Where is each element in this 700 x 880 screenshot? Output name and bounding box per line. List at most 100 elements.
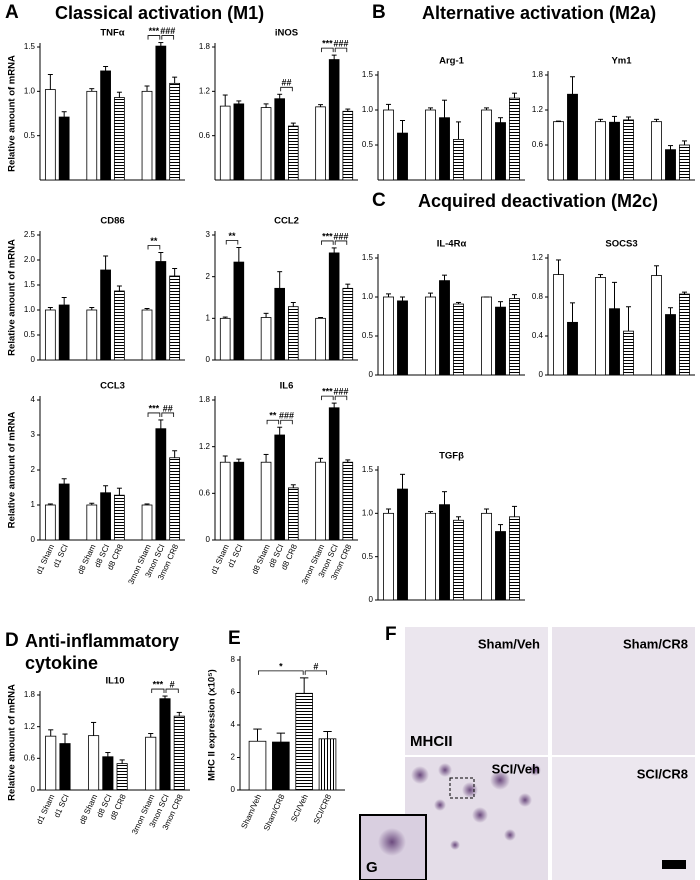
significance-label: *** <box>322 386 333 396</box>
chart-title: TNFα <box>100 28 124 39</box>
significance-label: * <box>279 661 283 671</box>
bar <box>509 97 520 181</box>
bar <box>453 303 464 376</box>
significance-bracket <box>225 240 239 245</box>
bar <box>481 296 492 376</box>
bar <box>425 109 436 181</box>
bar <box>173 715 185 791</box>
chart-title: SOCS3 <box>605 239 637 250</box>
significance-bracket <box>334 395 348 401</box>
y-tick-label: 1.2 <box>199 442 211 451</box>
bar <box>595 121 606 181</box>
y-tick-label: 1.2 <box>199 86 211 95</box>
y-tick-label: 8 <box>231 655 236 664</box>
bar <box>58 304 70 361</box>
y-tick-label: 0.5 <box>24 131 36 140</box>
micrograph <box>552 757 695 880</box>
bar <box>260 317 272 361</box>
significance-bracket <box>147 412 161 417</box>
y-tick-label: 0 <box>369 595 374 604</box>
zoom-box <box>449 777 475 799</box>
bar <box>288 306 299 361</box>
significance-label: ### <box>333 39 348 49</box>
y-tick-label: 2 <box>206 272 211 281</box>
chart-title: IL6 <box>280 381 294 392</box>
bar <box>342 110 354 181</box>
significance-bracket <box>321 47 334 53</box>
bar <box>86 504 98 541</box>
significance-bracket <box>151 688 165 694</box>
micrographs: Sham/Veh Sham/CR8 SCI/Veh SCI/CR8 MHCII … <box>359 627 695 880</box>
bar <box>288 487 299 541</box>
bar <box>567 93 578 181</box>
y-tick-label: 4 <box>231 720 236 729</box>
significance-label: *** <box>149 403 160 413</box>
y-tick-label: 0 <box>231 785 236 794</box>
y-tick-label: 1.2 <box>532 105 544 114</box>
bar <box>219 105 231 181</box>
significance-label: *** <box>153 679 164 689</box>
y-tick-label: 3 <box>206 230 211 239</box>
bar <box>651 275 662 376</box>
bar <box>274 434 285 541</box>
bar <box>425 296 436 376</box>
y-tick-label: 0 <box>31 355 36 364</box>
y-tick-label: 0 <box>539 370 544 379</box>
chart-title: CCL3 <box>100 381 125 392</box>
bar <box>567 321 578 376</box>
bar <box>342 461 354 541</box>
stain-blots <box>411 763 541 850</box>
bar <box>623 119 634 181</box>
x-tick-label: d8 Sham <box>78 793 100 826</box>
bar <box>100 492 111 541</box>
significance-bracket <box>161 35 175 40</box>
y-tick-label: 0 <box>369 370 374 379</box>
scale-bar <box>662 860 686 869</box>
significance-bracket <box>147 245 161 250</box>
bar <box>88 735 100 791</box>
bar <box>141 90 153 181</box>
panel-heading: Acquired deactivation (M2c) <box>418 191 659 211</box>
y-tick-label: 1.0 <box>24 305 36 314</box>
panel-heading: Classical activation (M1) <box>55 3 265 23</box>
panel-letter: D <box>5 630 19 651</box>
y-tick-label: 2.0 <box>24 255 36 264</box>
bar <box>453 519 464 601</box>
y-tick-label: 0 <box>31 535 36 544</box>
bar <box>383 296 394 376</box>
y-tick-label: 0.5 <box>24 330 36 339</box>
bar <box>141 504 153 541</box>
chart-title: iNOS <box>275 28 298 39</box>
y-tick-label: 0.6 <box>532 140 544 149</box>
y-tick-label: 0.8 <box>532 292 544 301</box>
bar <box>58 116 70 181</box>
bar <box>155 428 167 541</box>
bar <box>116 763 128 791</box>
chart-title: TGFβ <box>439 451 464 462</box>
chart-title: Ym1 <box>611 56 632 67</box>
bar <box>328 252 340 361</box>
y-tick-label: 1.5 <box>362 465 374 474</box>
significance-label: ** <box>269 411 277 421</box>
significance-bracket <box>161 412 175 417</box>
bar <box>274 98 285 181</box>
significance-label: ### <box>333 231 348 241</box>
y-tick-label: 1.5 <box>362 253 374 262</box>
significance-label: *** <box>149 26 160 36</box>
y-tick-label: 0 <box>31 785 36 794</box>
significance-label: ** <box>150 236 158 246</box>
y-axis-label: Relative amount of mRNA <box>7 239 18 356</box>
bar <box>233 261 245 361</box>
bar <box>86 309 98 361</box>
chart-title: IL-4Rα <box>437 239 467 250</box>
significance-label: ## <box>281 78 291 88</box>
bar <box>114 290 125 361</box>
x-tick-label: Sham/CR8 <box>262 792 287 832</box>
y-tick-label: 1.0 <box>24 86 36 95</box>
bar <box>145 736 157 791</box>
chart-title: IL10 <box>105 676 124 687</box>
bar <box>595 277 606 376</box>
y-tick-label: 0.4 <box>532 331 544 340</box>
bar <box>439 117 450 181</box>
